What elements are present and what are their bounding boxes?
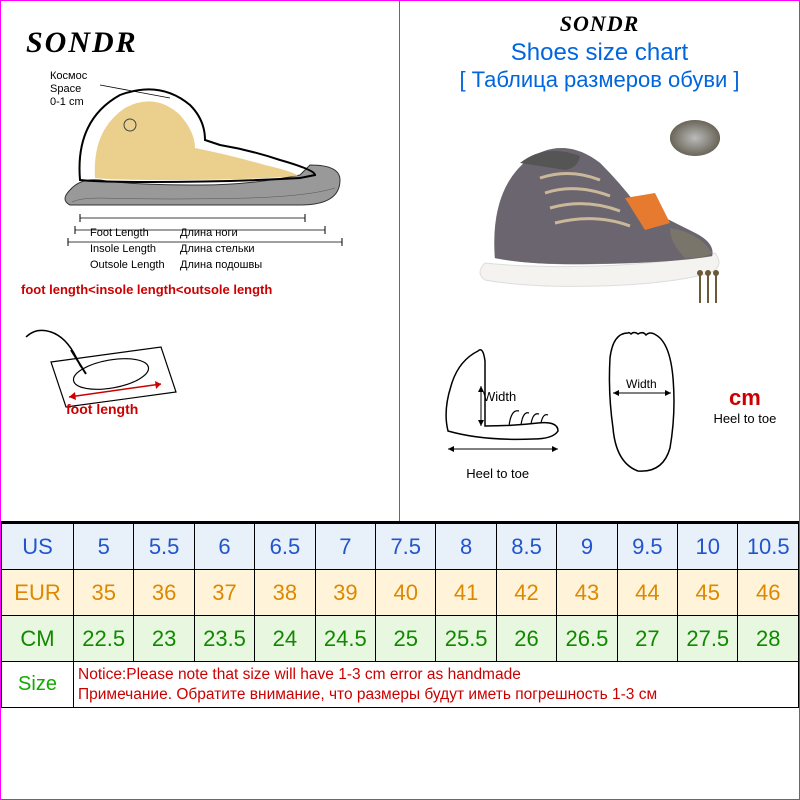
header-us: US <box>2 524 74 570</box>
chart-subtitle: [ Таблица размеров обуви ] <box>405 67 794 93</box>
measurement-diagrams: Width Heel to toe <box>405 323 794 488</box>
chart-title: Shoes size chart <box>405 39 794 67</box>
brand-logo-right: SONDR <box>405 11 794 37</box>
shoe-cross-section-diagram: Космос Space 0-1 cm <box>50 70 350 270</box>
shoe-svg <box>50 70 350 250</box>
foot-length-diagram: foot length <box>21 302 191 412</box>
header-eur: EUR <box>2 570 74 616</box>
size-table: US 55.5 66.5 77.5 88.5 99.5 1010.5 EUR 3… <box>1 521 799 708</box>
right-panel: SONDR Shoes size chart [ Таблица размеро… <box>400 1 799 521</box>
row-cm: CM 22.523 23.524 24.525 25.526 26.527 27… <box>2 616 799 662</box>
brand-logo-left: SONDR <box>26 26 394 60</box>
row-eur: EUR 3536 3738 3940 4142 4344 4546 <box>2 570 799 616</box>
cm-heel-to-toe: cm Heel to toe <box>713 385 776 426</box>
size-chart-container: SONDR Космос Space 0-1 cm <box>0 0 800 800</box>
row-us: US 55.5 66.5 77.5 88.5 99.5 1010.5 <box>2 524 799 570</box>
top-section: SONDR Космос Space 0-1 cm <box>1 1 799 521</box>
space-label: Космос Space 0-1 cm <box>50 70 87 110</box>
heel-to-toe-label: Heel to toe <box>423 466 573 481</box>
header-size: Size <box>2 662 74 708</box>
left-panel: SONDR Космос Space 0-1 cm <box>1 1 400 521</box>
notice-cell: Notice:Please note that size will have 1… <box>74 662 799 708</box>
row-notice: Size Notice:Please note that size will h… <box>2 662 799 708</box>
svg-text:Width: Width <box>626 377 657 391</box>
foot-outline-diagram: Width <box>588 323 698 488</box>
svg-text:Width: Width <box>483 389 516 404</box>
heel-to-toe-diagram: Width Heel to toe <box>423 331 573 481</box>
header-cm: CM <box>2 616 74 662</box>
size-conversion-table: US 55.5 66.5 77.5 88.5 99.5 1010.5 EUR 3… <box>1 523 799 708</box>
foot-length-label: foot length <box>66 401 138 417</box>
cm-label: cm <box>713 385 776 411</box>
shoe-product-photo <box>470 108 730 308</box>
length-formula: foot length<insole length<outsole length <box>21 282 394 297</box>
